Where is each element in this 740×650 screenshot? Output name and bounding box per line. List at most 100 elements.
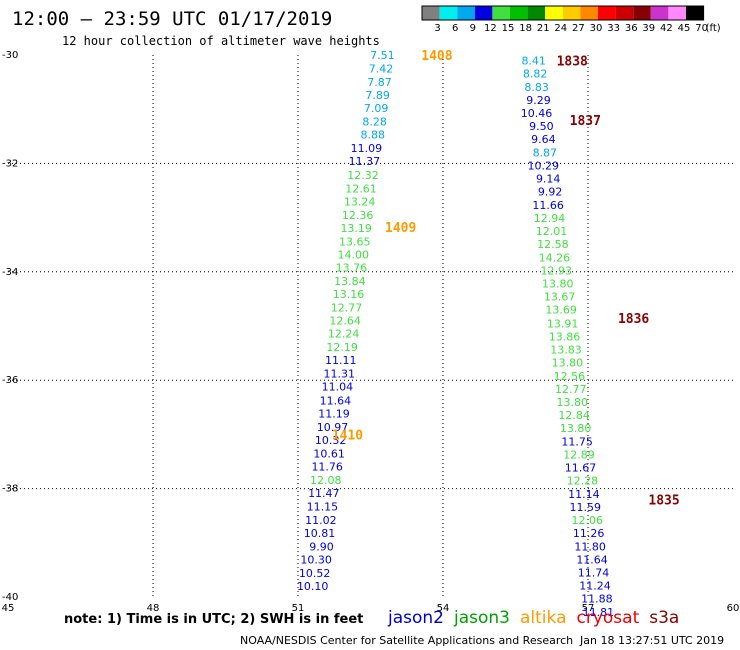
wave-height-label: 8.88 xyxy=(361,129,386,142)
wave-height-label: 12.61 xyxy=(345,182,377,195)
wave-height-label: 8.41 xyxy=(521,54,546,67)
scale-swatch xyxy=(439,6,458,20)
wave-height-label: 8.83 xyxy=(524,81,549,94)
wave-height-label: 11.09 xyxy=(351,142,383,155)
wave-height-label: 11.14 xyxy=(568,488,600,501)
x-tick-label: 48 xyxy=(147,603,160,614)
scale-tick-label: 15 xyxy=(502,23,515,34)
wave-height-label: 12.24 xyxy=(328,328,360,341)
wave-height-label: 12.77 xyxy=(555,383,587,396)
scale-swatch xyxy=(668,6,686,20)
scale-tick-label: 36 xyxy=(625,23,638,34)
color-scale: 3 6 9 12 15 18 21 24 27 30 33 36 39 42 45 70(ft) xyxy=(421,5,721,34)
wave-height-label: 13.69 xyxy=(545,304,577,317)
chart-subtitle: 12 hour collection of altimeter wave hei… xyxy=(62,34,380,48)
scale-swatch xyxy=(527,6,546,20)
wave-height-label: 12.28 xyxy=(567,474,599,487)
scale-tick-label: 70 xyxy=(695,23,708,34)
y-tick-label: -36 xyxy=(2,375,18,386)
wave-height-label: 10.61 xyxy=(313,447,345,460)
wave-height-label: 13.80 xyxy=(552,356,584,369)
scale-swatch xyxy=(422,6,440,20)
series-altika: 7.517.427.877.897.098.288.8811.0911.3712… xyxy=(297,49,395,593)
wave-height-label: 12.19 xyxy=(326,341,358,354)
legend-cryosat: cryosat xyxy=(576,608,640,628)
wave-height-label: 13.80 xyxy=(542,278,574,291)
pass-time-label: 1408 xyxy=(421,49,452,64)
chart-title: 12:00 – 23:59 UTC 01/17/2019 xyxy=(12,8,333,30)
scale-swatch xyxy=(510,6,528,20)
pass-time-label: 1410 xyxy=(332,428,363,443)
scale-tick-label: 21 xyxy=(537,23,550,34)
scale-tick-label: 39 xyxy=(642,23,655,34)
wave-height-label: 11.02 xyxy=(305,514,337,527)
x-tick-label: 51 xyxy=(292,603,305,614)
scale-tick-label: 6 xyxy=(452,23,458,34)
wave-height-label: 9.92 xyxy=(538,186,563,199)
wave-height-label: 12.64 xyxy=(329,315,361,328)
y-tick-label: -40 xyxy=(2,592,18,603)
wave-height-label: 11.37 xyxy=(349,155,381,168)
pass-time-label: 1836 xyxy=(618,312,649,327)
scale-swatch xyxy=(686,6,704,20)
scale-swatch xyxy=(580,6,598,20)
wave-height-label: 13.91 xyxy=(547,317,579,330)
wave-height-label: 10.46 xyxy=(521,107,553,120)
wave-height-label: 11.67 xyxy=(565,461,597,474)
wave-height-label: 11.31 xyxy=(324,368,356,381)
y-tick-label: -38 xyxy=(2,484,18,495)
wave-height-label: 8.82 xyxy=(523,67,548,80)
wave-height-label: 7.09 xyxy=(364,102,389,115)
wave-height-label: 10.81 xyxy=(304,527,336,540)
wave-height-label: 11.74 xyxy=(578,567,610,580)
x-tick-label: 45 xyxy=(2,603,15,614)
wave-height-label: 13.83 xyxy=(550,343,582,356)
scale-tick-label: 27 xyxy=(572,23,585,34)
wave-height-label: 12.93 xyxy=(541,265,573,278)
scale-tick-label: 12 xyxy=(484,23,497,34)
wave-height-label: 11.04 xyxy=(322,381,354,394)
scale-swatch xyxy=(615,6,634,20)
series-s3a: 8.418.828.839.2910.469.509.648.8710.299.… xyxy=(521,54,614,619)
wave-height-label: 11.80 xyxy=(574,541,606,554)
legend-jason3: jason3 xyxy=(454,608,510,628)
wave-height-label: 13.80 xyxy=(557,396,589,409)
y-tick-label: -32 xyxy=(2,158,18,169)
wave-height-label: 12.01 xyxy=(536,225,568,238)
wave-height-label: 13.80 xyxy=(560,422,592,435)
scale-unit-label: (ft) xyxy=(706,23,721,34)
wave-height-label: 11.26 xyxy=(573,527,605,540)
credit-line: NOAA/NESDIS Center for Satellite Applica… xyxy=(240,634,574,647)
satellite-legend: jason2 jason3 altika cryosat s3a xyxy=(388,608,689,628)
wave-height-label: 12.58 xyxy=(537,238,569,251)
scale-swatch xyxy=(457,6,475,20)
wave-height-label: 11.64 xyxy=(576,554,608,567)
scale-tick-label: 24 xyxy=(554,23,567,34)
pass-time-label: 1837 xyxy=(570,114,601,129)
wave-height-label: 9.29 xyxy=(526,94,551,107)
scale-tick-label: 33 xyxy=(607,23,620,34)
x-tick-label: 54 xyxy=(437,603,450,614)
legend-s3a: s3a xyxy=(649,608,680,628)
wave-height-label: 12.36 xyxy=(342,209,374,222)
wave-height-label: 12.94 xyxy=(534,212,566,225)
scale-tick-label: 30 xyxy=(590,23,603,34)
wave-height-label: 7.42 xyxy=(369,63,394,76)
wave-height-label: 12.06 xyxy=(571,514,603,527)
wave-height-label: 12.84 xyxy=(558,409,590,422)
wave-height-label: 11.64 xyxy=(320,394,352,407)
wave-height-label: 11.81 xyxy=(583,606,615,619)
scale-tick-label: 45 xyxy=(678,23,691,34)
x-tick-label: 57 xyxy=(582,603,595,614)
wave-height-label: 7.87 xyxy=(367,76,392,89)
wave-height-label: 11.76 xyxy=(311,460,343,473)
wave-height-label: 10.52 xyxy=(299,567,331,580)
wave-height-label: 7.89 xyxy=(365,89,390,102)
wave-height-label: 9.64 xyxy=(531,133,556,146)
wave-height-label: 10.10 xyxy=(297,580,329,593)
wave-height-label: 9.90 xyxy=(309,541,334,554)
wave-height-label: 10.30 xyxy=(300,554,332,567)
wave-height-label: 12.56 xyxy=(554,370,586,383)
wave-height-label: 7.51 xyxy=(370,49,395,62)
